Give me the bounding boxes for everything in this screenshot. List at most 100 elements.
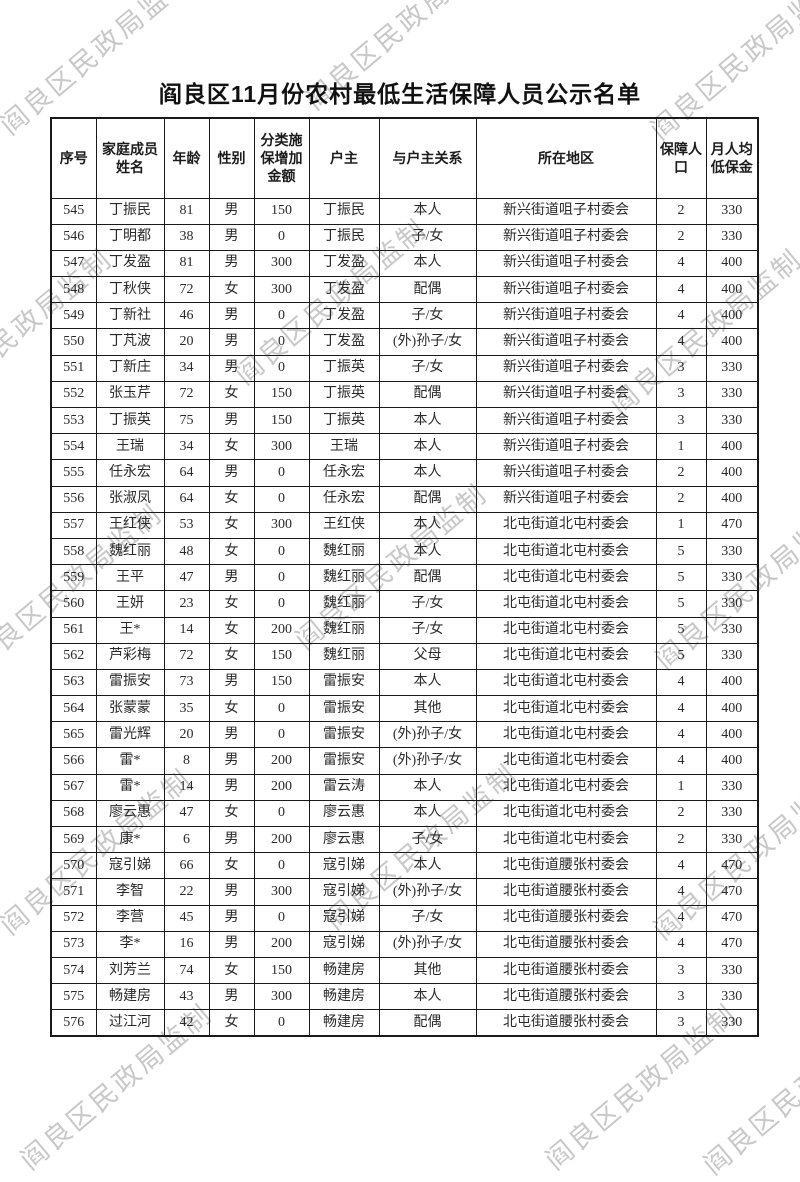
table-cell: 丁发盈 <box>308 276 380 304</box>
table-cell: 35 <box>163 695 210 723</box>
header-row: 序号 家庭成员姓名 年龄 性别 分类施保增加金额 户主 与户主关系 所在地区 保障人口 月人均低保… <box>50 117 759 199</box>
column-header: 年龄 <box>163 117 210 199</box>
table-cell: 王平 <box>95 564 165 592</box>
table-cell: 43 <box>163 983 210 1011</box>
table-cell: 3 <box>655 956 707 985</box>
table-cell: 廖云惠 <box>95 799 165 828</box>
table-cell: 寇引娣 <box>95 852 165 880</box>
table-cell: 150 <box>253 668 310 697</box>
column-header: 性别 <box>208 117 255 199</box>
table-cell: 400 <box>705 747 759 775</box>
table-cell: 廖云惠 <box>308 825 380 854</box>
table-cell: 4 <box>655 930 707 958</box>
table-cell: 558 <box>50 537 97 566</box>
table-cell: 554 <box>50 433 97 461</box>
table-cell: 0 <box>253 852 310 880</box>
table-cell: 4 <box>655 721 707 749</box>
table-cell: 北屯街道腰张村委会 <box>475 904 657 932</box>
table-cell: 3 <box>655 983 707 1011</box>
table-cell: 0 <box>253 485 310 513</box>
table-cell: 5 <box>655 537 707 566</box>
table-cell: 200 <box>253 773 310 801</box>
table-cell: 李营 <box>95 904 165 932</box>
table-cell: 男 <box>208 564 255 592</box>
table-cell: 女 <box>208 616 255 644</box>
table-cell: 北屯街道北屯村委会 <box>475 642 657 670</box>
table-cell: 300 <box>253 433 310 461</box>
table-row: 546 丁明都 38 男 0 丁振民 子/女 新兴街道咀子村委会 2 330 <box>50 223 759 251</box>
table-cell: 400 <box>705 721 759 749</box>
table-cell: 0 <box>253 695 310 723</box>
table-cell: 过江河 <box>95 1009 165 1037</box>
table-cell: 0 <box>253 590 310 618</box>
table-cell: 0 <box>253 904 310 932</box>
table-cell: 男 <box>208 721 255 749</box>
table-cell: 570 <box>50 852 97 880</box>
table-row: 550 丁芃波 20 男 0 丁发盈 (外)孙子/女 新兴街道咀子村委会 4 400 <box>50 328 759 356</box>
table-row: 547 丁发盈 81 男 300 丁发盈 本人 新兴街道咀子村委会 4 400 <box>50 249 759 278</box>
table-cell: 李智 <box>95 878 165 906</box>
table-cell: 150 <box>253 956 310 985</box>
table-cell: 300 <box>253 983 310 1011</box>
table-cell: 畅建房 <box>308 1009 380 1037</box>
table-cell: 400 <box>705 302 759 330</box>
table-cell: 575 <box>50 983 97 1011</box>
table-cell: 北屯街道腰张村委会 <box>475 983 657 1011</box>
table-row: 560 王妍 23 女 0 魏红丽 子/女 北屯街道北屯村委会 5 330 <box>50 590 759 618</box>
table-cell: 丁振英 <box>308 354 380 382</box>
table-cell: 330 <box>705 354 759 382</box>
table-cell: 新兴街道咀子村委会 <box>475 328 657 356</box>
table-cell: 北屯街道北屯村委会 <box>475 511 657 539</box>
table-cell: 男 <box>208 773 255 801</box>
table-cell: 男 <box>208 747 255 775</box>
table-cell: 330 <box>705 1009 759 1037</box>
table-cell: (外)孙子/女 <box>378 721 477 749</box>
table-cell: 562 <box>50 642 97 670</box>
column-header: 与户主关系 <box>378 117 477 199</box>
table-cell: 549 <box>50 302 97 330</box>
table-cell: 王瑞 <box>95 433 165 461</box>
table-cell: 0 <box>253 354 310 382</box>
table-cell: 丁新社 <box>95 302 165 330</box>
table-cell: 女 <box>208 642 255 670</box>
table-cell: 576 <box>50 1009 97 1037</box>
table-row: 563 雷振安 73 男 150 雷振安 本人 北屯街道北屯村委会 4 400 <box>50 668 759 697</box>
table-cell: 2 <box>655 825 707 854</box>
column-header: 月人均低保金 <box>705 117 759 199</box>
table-cell: 4 <box>655 668 707 697</box>
table-cell: 本人 <box>378 537 477 566</box>
table-cell: 330 <box>705 197 759 225</box>
table-cell: 寇引娣 <box>308 930 380 958</box>
table-cell: 雷振安 <box>308 695 380 723</box>
table-cell: 48 <box>163 537 210 566</box>
table-cell: 4 <box>655 328 707 356</box>
table-cell: 男 <box>208 249 255 278</box>
table-row: 556 张淑凤 64 女 0 任永宏 配偶 新兴街道咀子村委会 2 400 <box>50 485 759 513</box>
table-cell: 北屯街道北屯村委会 <box>475 564 657 592</box>
table-cell: 王红侠 <box>95 511 165 539</box>
table-cell: 47 <box>163 799 210 828</box>
table-cell: 丁振英 <box>308 380 380 409</box>
table-row: 559 王平 47 男 0 魏红丽 配偶 北屯街道北屯村委会 5 330 <box>50 564 759 592</box>
table-cell: 47 <box>163 564 210 592</box>
table-cell: 北屯街道腰张村委会 <box>475 878 657 906</box>
table-cell: 400 <box>705 276 759 304</box>
table-row: 576 过江河 42 女 0 畅建房 配偶 北屯街道腰张村委会 3 330 <box>50 1009 759 1037</box>
table-cell: 北屯街道腰张村委会 <box>475 852 657 880</box>
table-cell: 2 <box>655 223 707 251</box>
table-cell: 548 <box>50 276 97 304</box>
table-cell: 丁新庄 <box>95 354 165 382</box>
table-cell: 563 <box>50 668 97 697</box>
table-cell: 2 <box>655 197 707 225</box>
table-cell: 北屯街道北屯村委会 <box>475 773 657 801</box>
table-cell: 0 <box>253 537 310 566</box>
table-cell: 23 <box>163 590 210 618</box>
table-cell: 北屯街道北屯村委会 <box>475 590 657 618</box>
table-cell: 丁振民 <box>308 223 380 251</box>
table-cell: 34 <box>163 354 210 382</box>
table-cell: 廖云惠 <box>308 799 380 828</box>
table-cell: 66 <box>163 852 210 880</box>
table-cell: 200 <box>253 930 310 958</box>
table-cell: 42 <box>163 1009 210 1037</box>
table-cell: 330 <box>705 564 759 592</box>
